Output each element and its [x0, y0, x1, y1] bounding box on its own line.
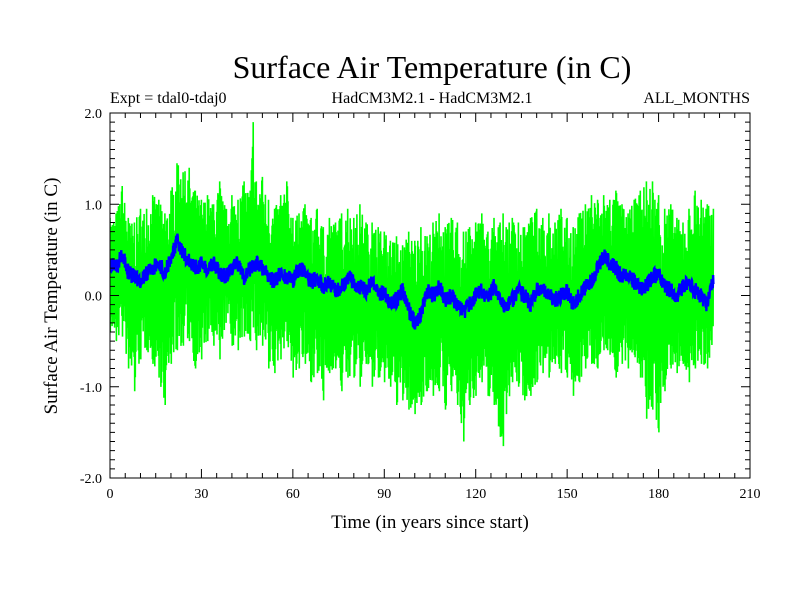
- x-tick-label: 90: [377, 487, 391, 502]
- y-tick-label: 2.0: [85, 107, 103, 122]
- x-tick-label: 210: [740, 487, 761, 502]
- x-tick-label: 180: [648, 487, 669, 502]
- x-tick-label: 60: [286, 487, 300, 502]
- y-tick-label: -1.0: [80, 381, 102, 396]
- x-axis-label: Time (in years since start): [331, 512, 529, 533]
- x-tick-label: 120: [465, 487, 486, 502]
- x-tick-label: 150: [557, 487, 578, 502]
- annual-mean-series-line: [110, 233, 715, 330]
- y-tick-label: 1.0: [85, 198, 103, 213]
- x-tick-label: 30: [194, 487, 208, 502]
- experiment-label: Expt = tdal0-tdaj0: [110, 90, 227, 107]
- months-label: ALL_MONTHS: [643, 90, 750, 107]
- x-tick-label: 0: [107, 487, 114, 502]
- chart-title: Surface Air Temperature (in C): [233, 49, 632, 85]
- model-label: HadCM3M2.1 - HadCM3M2.1: [332, 90, 533, 107]
- y-axis-label: Surface Air Temperature (in C): [41, 178, 62, 415]
- y-tick-label: -2.0: [80, 472, 102, 487]
- y-tick-label: 0.0: [85, 290, 103, 305]
- monthly-series-line: [110, 122, 715, 447]
